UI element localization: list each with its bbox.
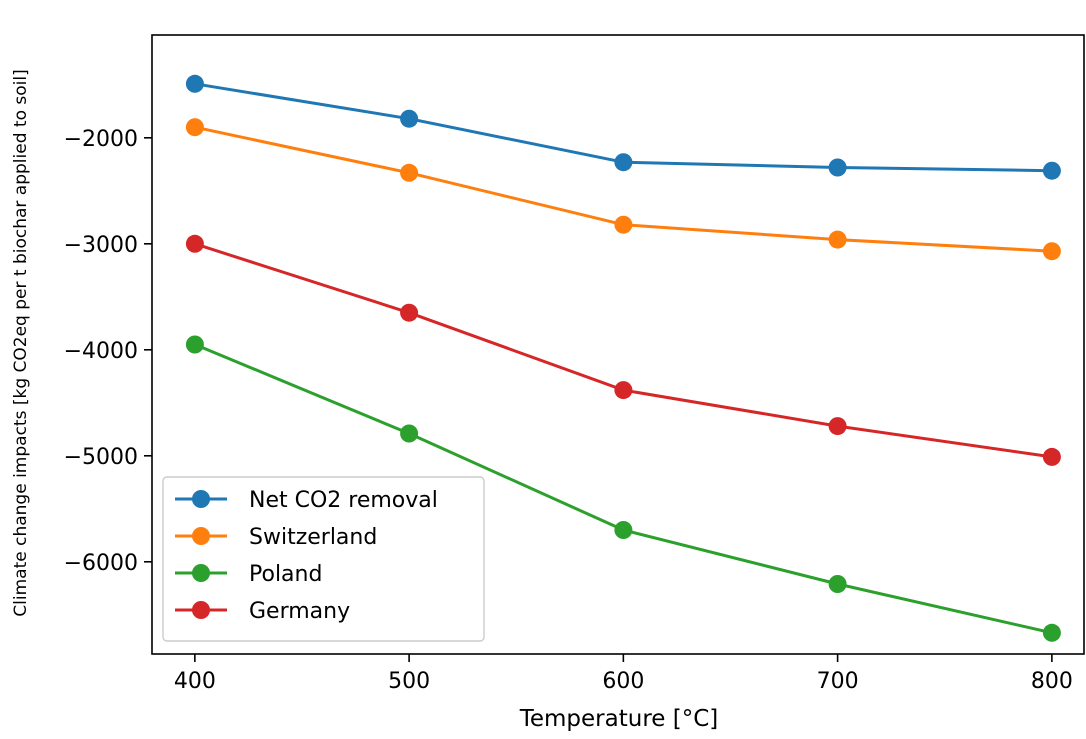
data-point: [1042, 623, 1061, 642]
legend-marker: [192, 527, 210, 545]
y-axis-label: Climate change impacts [kg CO2eq per t b…: [11, 69, 31, 616]
legend-marker: [192, 564, 210, 582]
legend-label: Net CO2 removal: [249, 488, 438, 513]
data-point: [400, 303, 419, 322]
data-point: [828, 230, 847, 249]
legend-label: Switzerland: [249, 525, 377, 550]
series-2: [185, 118, 1061, 261]
y-tick-label: −3000: [64, 233, 138, 258]
axes-frame: [151, 34, 1085, 655]
data-point: [185, 118, 204, 137]
legend-item: Switzerland: [175, 525, 377, 550]
data-point: [1042, 447, 1061, 466]
data-point: [614, 153, 633, 172]
legend-box: [162, 476, 485, 642]
legend-item: Net CO2 removal: [175, 488, 438, 513]
legend-marker: [192, 601, 210, 619]
axes: 400 500 600 700 800 −2000 −3000 −4000 −5000 −6000: [64, 34, 1085, 694]
data-point: [828, 158, 847, 177]
x-tick-label: 600: [602, 669, 644, 694]
y-tick-label: −4000: [64, 339, 138, 364]
plot-area: [185, 74, 1061, 642]
legend-label: Germany: [249, 599, 350, 624]
data-point: [400, 109, 419, 128]
data-point: [1042, 161, 1061, 180]
data-point: [185, 335, 204, 354]
series-1: [185, 74, 1061, 180]
data-point: [1042, 242, 1061, 261]
data-point: [400, 163, 419, 182]
data-point: [614, 215, 633, 234]
legend-item: Germany: [175, 599, 350, 624]
data-point: [828, 417, 847, 436]
x-tick-label: 700: [817, 669, 859, 694]
data-point: [185, 74, 204, 93]
x-tick-label: 400: [174, 669, 216, 694]
legend: Net CO2 removal Switzerland Poland Germany: [162, 476, 485, 642]
series-4: [185, 234, 1061, 466]
data-point: [828, 575, 847, 593]
data-point: [614, 381, 633, 400]
x-tick-label: 800: [1031, 669, 1073, 694]
data-point: [400, 424, 419, 443]
series-3: [185, 335, 1061, 642]
y-tick-label: −2000: [64, 127, 138, 152]
legend-marker: [192, 490, 210, 508]
legend-label: Poland: [249, 562, 322, 587]
y-tick-label: −6000: [64, 551, 138, 576]
y-tick-label: −5000: [64, 445, 138, 470]
data-point: [185, 234, 204, 253]
legend-item: Poland: [175, 562, 322, 587]
data-point: [614, 521, 633, 539]
x-tick-label: 500: [388, 669, 430, 694]
x-axis-label: Temperature [°C]: [519, 706, 719, 732]
